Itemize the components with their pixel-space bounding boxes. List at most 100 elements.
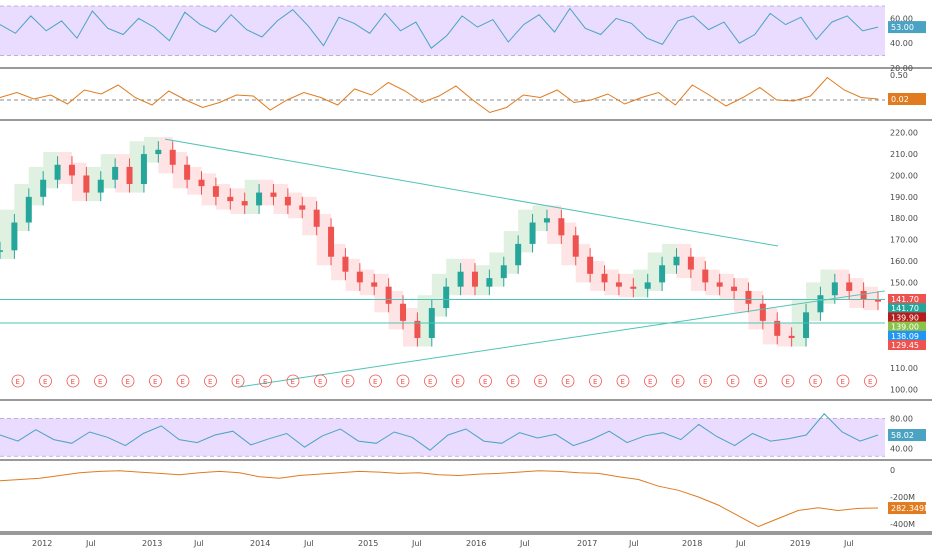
x-tick-label: Jul (628, 539, 639, 548)
cloud-segment (129, 141, 144, 193)
candle-body (112, 166, 119, 180)
x-tick-label: Jul (843, 539, 854, 548)
cloud-segment (302, 196, 317, 236)
cloud-segment (187, 166, 202, 195)
earnings-marker-label: E (758, 378, 762, 386)
cloud-segment (604, 269, 619, 296)
cloud-segment (820, 269, 835, 304)
cloud-segment (590, 261, 605, 291)
candle-body (40, 179, 47, 197)
earnings-marker-label: E (511, 378, 515, 386)
cloud-segment (359, 269, 375, 296)
earnings-marker (369, 374, 382, 388)
y-tick-label: 100.00 (890, 385, 918, 394)
cloud-segment (259, 179, 274, 206)
cloud-segment (777, 323, 792, 347)
y-tick-label: 180.00 (890, 214, 918, 223)
earnings-marker-label: E (208, 378, 212, 386)
cloud-segment (532, 205, 547, 232)
y-tick-label: 0 (890, 466, 895, 475)
price-tag (888, 294, 926, 304)
price-tag-label: 141.70 (891, 295, 919, 304)
y-tick-label: 170.00 (890, 236, 918, 245)
band-fill (0, 6, 885, 56)
candle-body (68, 164, 75, 176)
earnings-marker-label: E (538, 378, 542, 386)
x-tick-label: Jul (735, 539, 746, 548)
price-tag (888, 340, 926, 350)
cloud-segment (849, 278, 864, 309)
cloud-segment (618, 273, 634, 298)
cloud-segment (158, 136, 173, 174)
cloud-segment (244, 179, 260, 214)
x-tick-label: 2017 (577, 539, 597, 548)
earnings-marker (616, 374, 630, 388)
price-tag-label: 141.70 (891, 304, 919, 313)
candle-body (256, 192, 263, 206)
candle-body (543, 218, 550, 223)
earnings-marker (424, 374, 437, 388)
cloud-segment (676, 243, 691, 279)
earnings-marker-label: E (346, 378, 350, 386)
earnings-marker-label: E (621, 378, 625, 386)
cloud-segment (489, 252, 504, 287)
band-fill (0, 418, 885, 457)
cloud-segment (374, 273, 389, 313)
earnings-marker (259, 374, 272, 388)
y-tick-label: 160.00 (890, 257, 918, 266)
earnings-marker (671, 374, 685, 388)
cloud-segment (460, 258, 475, 296)
x-tick-label: 2014 (250, 539, 270, 548)
y-tick-label: 210.00 (890, 150, 918, 159)
candle-body (371, 282, 378, 287)
candle-body (659, 265, 666, 283)
cloud-segment (690, 256, 706, 291)
rsi-top-panel: 60.00 40.00 20.00 53.00 (0, 5, 932, 73)
candle-body (731, 286, 738, 291)
earnings-marker (836, 374, 850, 388)
earnings-marker-label: E (731, 378, 735, 386)
earnings-marker (479, 374, 492, 388)
y-tick-label: 40.00 (890, 39, 913, 48)
earnings-marker (781, 374, 795, 388)
y-tick-label: 150.00 (890, 278, 918, 287)
candle-body (860, 290, 867, 300)
series-line (0, 470, 879, 528)
cloud-segment (316, 213, 332, 266)
x-tick-label: Jul (411, 539, 422, 548)
candle-body (443, 286, 450, 309)
earnings-marker (726, 374, 740, 388)
candle-body (342, 256, 349, 272)
volume-line-panel: 0 -200M -400M 282.349M (0, 466, 932, 533)
cloud-segment (662, 243, 677, 274)
candle-body (831, 282, 838, 296)
y-tick-label: -400M (890, 520, 915, 529)
trendline-lower (237, 290, 886, 388)
last-value-tag (888, 502, 926, 515)
earnings-marker (754, 374, 767, 388)
cloud-segment (86, 166, 101, 202)
x-tick-label: 2019 (790, 539, 810, 548)
earnings-marker-label: E (676, 378, 680, 386)
earnings-marker-label: E (71, 378, 75, 386)
cloud-segment (172, 151, 188, 189)
candle-body (673, 256, 680, 266)
candle-body (126, 166, 133, 185)
price-tag-label: 139.00 (891, 323, 919, 332)
earnings-marker (149, 374, 162, 388)
candle-body (328, 226, 335, 257)
candle-body (198, 179, 205, 187)
x-tick-label: Jul (519, 539, 530, 548)
earnings-marker-label: E (16, 378, 20, 386)
price-tag (888, 330, 926, 341)
cloud-segment (115, 154, 130, 193)
candle-body (299, 205, 306, 210)
earnings-marker-label: E (126, 378, 130, 386)
candle-body (83, 175, 90, 193)
earnings-marker-label: E (868, 378, 872, 386)
cloud-segment (431, 273, 447, 317)
y-tick-label: 20.00 (890, 64, 913, 73)
candle-body (745, 290, 752, 304)
candle-body (184, 164, 191, 180)
